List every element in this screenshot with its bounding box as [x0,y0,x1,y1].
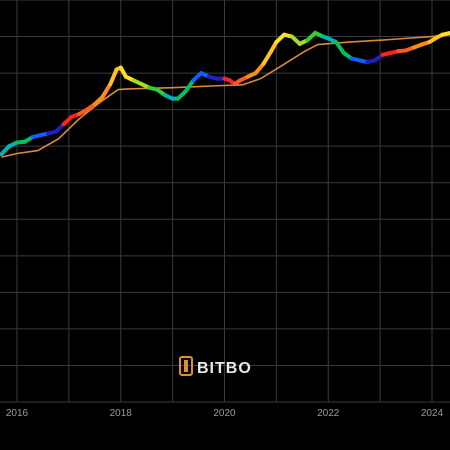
rainbow-series-segment [261,49,274,66]
x-tick-label: 2016 [6,408,29,419]
rainbow-series-segment [108,67,119,87]
rainbow-series-segment [334,40,346,55]
rainbow-series-segment [183,78,196,94]
bitbo-watermark: BITBO [179,356,252,377]
x-tick-label: 2020 [213,408,236,419]
x-tick-label: 2024 [421,408,444,419]
x-tick-label: 2022 [317,408,340,419]
rainbow-series-segment [440,30,450,37]
series-lines [0,30,450,158]
grid [0,0,450,403]
orange-series-line [1,33,450,158]
x-axis-ticks: 2016 2018 2020 2022 2024 [6,408,444,419]
rainbow-series-segment [100,82,113,99]
watermark-text: BITBO [197,360,252,377]
bitbo-logo-icon [179,356,193,376]
x-tick-label: 2018 [110,408,133,419]
